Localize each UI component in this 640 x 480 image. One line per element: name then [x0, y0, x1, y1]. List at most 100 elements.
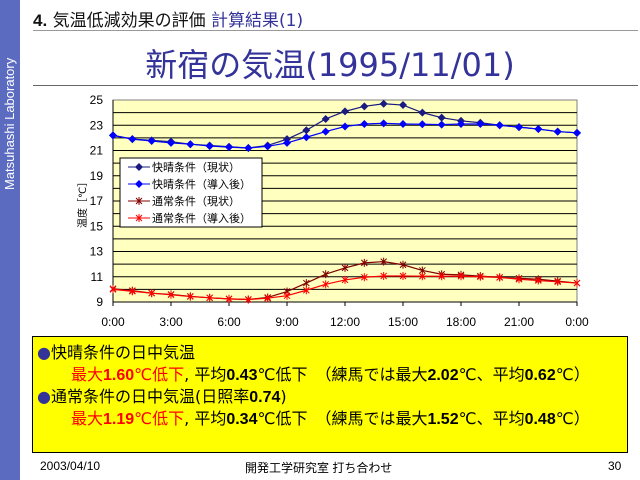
legend-label: 通常条件（現状） [152, 194, 240, 208]
star-marker [399, 271, 407, 280]
diamond-marker [437, 113, 446, 122]
series-2 [109, 119, 581, 152]
diamond-marker [263, 142, 272, 151]
legend-label: 快晴条件（導入後） [152, 177, 251, 191]
title-end: ) [280, 387, 287, 406]
ref-mid: ℃、平均 [458, 409, 525, 428]
diamond-marker [244, 143, 253, 152]
temperature-chart: 9 11 13 15 17 19 21 23 25 0:00 3:00 6:00 9:00 12:00 15… [76, 93, 589, 329]
ref-max-value: 1.52 [427, 411, 459, 428]
ref-avg-value: 0.62 [524, 367, 556, 384]
avg-label: , 平均 [184, 365, 227, 384]
star-marker [534, 276, 542, 285]
star-marker [496, 273, 504, 282]
page-number: 30 [608, 459, 622, 473]
avg-unit: ℃低下 （練馬では最大 [257, 409, 428, 428]
star-marker [457, 272, 465, 281]
x-tick-label: 6:00 [217, 315, 241, 329]
avg-value: 0.43 [226, 367, 258, 384]
star-marker [360, 258, 368, 267]
star-marker [380, 257, 388, 266]
diamond-marker [147, 137, 156, 146]
footer-center: 開発工学研究室 打ち合わせ [245, 461, 393, 475]
diamond-marker [321, 127, 330, 136]
item-title: 快晴条件の日中気温 [50, 343, 195, 362]
diamond-marker [167, 138, 175, 147]
diamond-marker [457, 119, 465, 128]
star-marker [302, 279, 310, 288]
star-marker [206, 293, 214, 302]
y-tick-label: 23 [90, 118, 104, 132]
y-tick-label: 13 [90, 245, 104, 259]
star-marker [283, 291, 291, 300]
ref-avg-value: 0.48 [524, 411, 556, 428]
avg-unit: ℃低下 （練馬では最大 [257, 365, 428, 384]
diamond-marker [135, 180, 143, 188]
y-tick-label: 17 [90, 194, 104, 208]
summary-item-1-title: ●快晴条件の日中気温 [37, 343, 195, 363]
star-marker [135, 214, 143, 222]
x-tick-label: 0:00 [101, 315, 125, 329]
section-number: 4. [33, 11, 48, 30]
x-tick-label: 12:00 [330, 315, 360, 329]
star-marker [322, 280, 330, 289]
star-marker [360, 273, 368, 282]
diamond-marker [302, 133, 311, 142]
y-tick-label: 9 [96, 295, 103, 309]
diamond-marker [476, 119, 485, 128]
star-marker [554, 277, 562, 286]
header-divider [33, 30, 638, 31]
star-marker [418, 272, 426, 281]
y-axis-label: 温度［℃］ [76, 177, 89, 228]
diamond-marker [399, 119, 407, 128]
max-unit: ℃低下 [134, 365, 185, 384]
diamond-marker [418, 120, 427, 129]
summary-box: ●快晴条件の日中気温 最大1.60℃低下, 平均0.43℃低下 （練馬では最大2… [32, 336, 628, 453]
max-label: 最大 [71, 365, 104, 384]
star-marker [302, 286, 310, 295]
summary-item-1-detail: 最大1.60℃低下, 平均0.43℃低下 （練馬では最大2.02℃、平均0.62… [71, 365, 590, 386]
x-tick-label: 21:00 [504, 315, 534, 329]
sidebar-band: Matsuhashi Laboratory [0, 0, 20, 480]
diamond-marker [495, 121, 504, 130]
diamond-marker [534, 125, 543, 134]
max-value: 1.60 [103, 367, 135, 384]
section-header: 4. 気温低減効果の評価 計算結果(1) [33, 6, 303, 31]
diamond-marker [109, 131, 117, 140]
y-tick-label: 11 [91, 270, 104, 284]
legend-label: 快晴条件（現状） [152, 160, 240, 174]
diamond-marker [553, 127, 562, 136]
bullet-icon: ● [37, 387, 51, 406]
diamond-marker [437, 120, 446, 129]
x-tick-label: 0:00 [565, 315, 589, 329]
star-marker [128, 287, 136, 296]
star-marker [244, 295, 252, 304]
diamond-marker [515, 123, 523, 132]
diamond-marker [135, 163, 143, 171]
star-marker [341, 275, 349, 284]
x-tick-label: 15:00 [388, 315, 418, 329]
y-tick-label: 15 [90, 219, 104, 233]
footer-date: 2003/04/10 [40, 459, 101, 473]
x-tick-label: 3:00 [159, 315, 183, 329]
diamond-marker [341, 122, 349, 131]
star-marker [186, 292, 194, 301]
section-subtitle: 計算結果(1) [211, 11, 304, 31]
diamond-marker [379, 99, 388, 108]
diamond-marker [186, 140, 195, 149]
y-tick-label: 25 [90, 93, 104, 107]
star-marker [322, 270, 330, 279]
star-marker [135, 197, 143, 205]
section-title: 気温低減効果の評価 [52, 11, 206, 31]
star-marker [341, 263, 349, 272]
title-divider [33, 85, 638, 86]
x-tick-label: 18:00 [446, 315, 476, 329]
diamond-marker [128, 135, 137, 144]
avg-label: , 平均 [184, 409, 227, 428]
diamond-marker [341, 107, 349, 116]
ref-max-value: 2.02 [427, 367, 459, 384]
item-title: 通常条件の日中気温(日照率 [50, 387, 250, 406]
avg-value: 0.34 [226, 411, 258, 428]
diamond-marker [379, 119, 388, 128]
diamond-marker [573, 128, 581, 137]
